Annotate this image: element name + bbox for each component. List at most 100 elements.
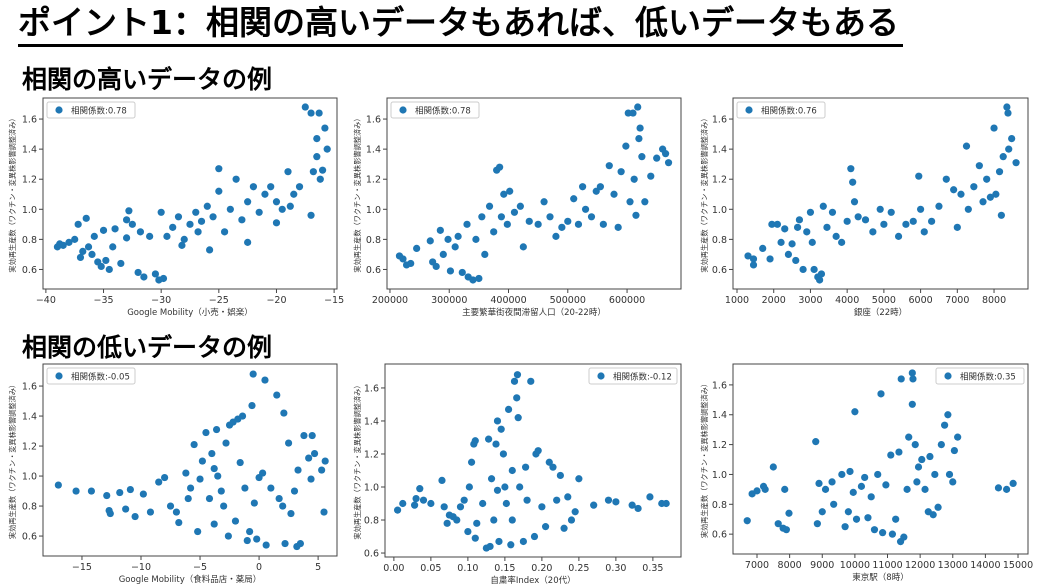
data-point xyxy=(527,377,535,385)
data-point xyxy=(957,190,965,198)
y-tick-label: 1.6 xyxy=(22,382,37,393)
data-point xyxy=(432,262,440,271)
data-point xyxy=(313,135,321,143)
data-point xyxy=(451,243,459,251)
data-point xyxy=(294,466,302,474)
legend: 相関係数:-0.05 xyxy=(46,367,136,385)
y-tick-label: 1.2 xyxy=(22,442,37,453)
data-point xyxy=(564,493,572,501)
data-point xyxy=(497,213,505,221)
data-point xyxy=(190,440,198,449)
data-point xyxy=(662,499,670,508)
data-point xyxy=(857,482,866,490)
data-point xyxy=(74,220,82,228)
data-point xyxy=(817,270,826,278)
data-point xyxy=(490,228,498,236)
data-point xyxy=(928,217,936,225)
data-point xyxy=(224,532,232,540)
data-point xyxy=(497,425,505,433)
data-point xyxy=(97,262,105,271)
x-tick-label: −30 xyxy=(151,295,171,306)
data-point xyxy=(534,220,542,228)
data-point xyxy=(172,508,181,516)
data-point xyxy=(950,446,958,455)
plot-frame xyxy=(732,97,1029,290)
data-point xyxy=(744,252,752,260)
legend-marker xyxy=(55,106,63,114)
data-point xyxy=(105,265,113,274)
data-point xyxy=(279,502,287,510)
scatter-chart-1: −40 −35 −30 −25 −20 −15 0.6 0.8 1.0 1.2 1.4 1.6 Goog… xyxy=(8,97,344,318)
data-point xyxy=(281,539,289,548)
data-point xyxy=(197,217,206,225)
data-point xyxy=(318,166,327,174)
data-point xyxy=(638,153,646,161)
data-point xyxy=(261,190,269,198)
data-point xyxy=(301,103,309,111)
data-point xyxy=(255,208,263,216)
data-point xyxy=(272,198,281,206)
data-point xyxy=(136,228,145,236)
data-point xyxy=(411,501,419,509)
data-point xyxy=(1008,135,1016,143)
data-point xyxy=(106,509,114,518)
data-point xyxy=(847,165,855,173)
legend-marker xyxy=(55,372,63,380)
data-point xyxy=(413,244,421,252)
data-point xyxy=(469,276,477,284)
data-point xyxy=(632,211,640,219)
data-point xyxy=(581,205,590,213)
y-tick-label: 1.0 xyxy=(712,470,727,481)
y-tick-label: 1.2 xyxy=(364,449,379,460)
y-tick-label: 0.8 xyxy=(22,502,37,513)
x-tick-label: 2000 xyxy=(762,295,786,306)
x-axis-label: 銀座（22時） xyxy=(854,307,907,318)
data-point xyxy=(774,520,782,528)
data-point xyxy=(880,220,888,228)
data-point xyxy=(995,168,1004,176)
data-point xyxy=(942,175,950,183)
legend-box xyxy=(588,367,678,385)
data-point xyxy=(950,186,958,194)
x-tick-label: 7000 xyxy=(945,295,969,306)
legend-box xyxy=(935,367,1025,385)
data-point xyxy=(102,256,110,265)
data-point xyxy=(626,198,634,206)
data-point xyxy=(828,478,836,486)
data-point xyxy=(983,175,991,183)
y-tick-label: 1.2 xyxy=(22,175,37,186)
y-tick-label: 1.2 xyxy=(712,440,727,451)
data-point xyxy=(753,487,761,495)
x-axis-label: 自粛率Index（20代） xyxy=(490,575,575,586)
data-point xyxy=(599,220,607,228)
data-point xyxy=(622,142,630,150)
data-point xyxy=(812,438,820,446)
y-axis-label: 実効再生産数（ワクチン・変異株影響調整済み） xyxy=(8,381,17,539)
data-point xyxy=(838,470,846,479)
x-tick-label: 200000 xyxy=(372,295,408,306)
y-tick-label: 1.0 xyxy=(364,482,379,493)
data-point xyxy=(519,243,527,251)
data-point xyxy=(945,470,954,479)
data-point xyxy=(463,220,471,228)
data-point xyxy=(992,190,1000,198)
data-point xyxy=(892,515,900,523)
data-point xyxy=(870,526,879,534)
data-point xyxy=(65,238,73,246)
data-point xyxy=(122,505,130,513)
data-point xyxy=(538,503,546,511)
data-point xyxy=(439,250,447,259)
y-tick-label: 0.6 xyxy=(364,549,379,560)
legend-label: 相関係数:0.35 xyxy=(960,372,1016,383)
data-point xyxy=(426,237,434,245)
data-point xyxy=(530,532,539,541)
y-tick-label: 1.0 xyxy=(712,205,727,216)
legend-label: 相関係数:0.78 xyxy=(71,106,127,117)
data-point xyxy=(808,238,816,246)
y-axis-label: 実効再生産数（ワクチン・変異株影響調整済み） xyxy=(700,380,709,538)
legend-marker xyxy=(944,372,952,380)
data-point xyxy=(238,216,246,224)
data-point xyxy=(908,369,916,377)
data-point xyxy=(503,220,511,228)
